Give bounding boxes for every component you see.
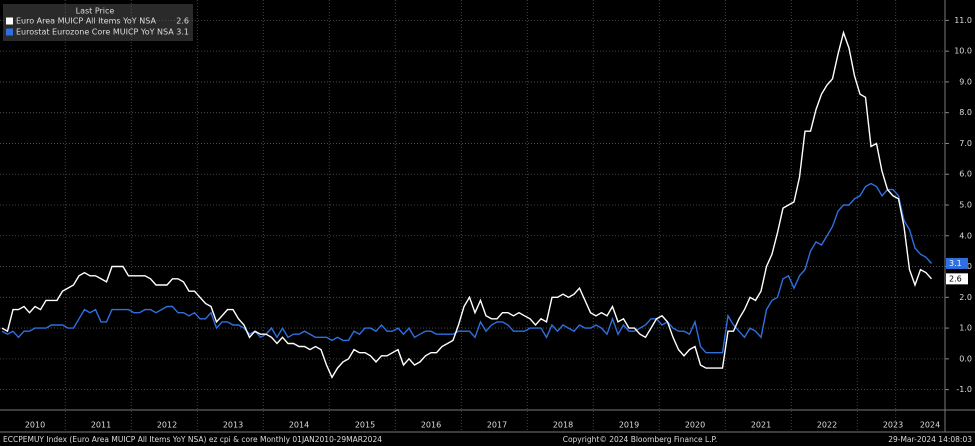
y-tick-label: 9.0 bbox=[959, 77, 972, 86]
last-value-tag bbox=[946, 257, 968, 269]
x-tick-label: 2011 bbox=[91, 421, 111, 430]
x-tick-label: 2023 bbox=[883, 421, 903, 430]
last-value-label: 2.6 bbox=[949, 274, 962, 283]
y-tick-label: 10.0 bbox=[954, 47, 972, 56]
x-tick-label: 2016 bbox=[421, 421, 441, 430]
x-tick-label: 2021 bbox=[751, 421, 771, 430]
series-line bbox=[1, 182, 933, 354]
legend-title: Last Price bbox=[76, 7, 115, 16]
y-tick-label: 2.0 bbox=[959, 293, 972, 302]
last-value-tag bbox=[946, 273, 968, 285]
x-tick-label: 2020 bbox=[685, 421, 705, 430]
x-tick-label: 2018 bbox=[553, 421, 573, 430]
y-tick-label: 1.0 bbox=[959, 324, 972, 333]
x-tick-label: 2014 bbox=[289, 421, 309, 430]
x-tick-label: 2015 bbox=[355, 421, 375, 430]
y-tick-label: -1.0 bbox=[956, 385, 972, 394]
y-tick-label: 8.0 bbox=[959, 108, 972, 117]
footer-source: ECCPEMUY Index (Euro Area MUICP All Item… bbox=[3, 435, 382, 444]
legend-box bbox=[3, 4, 193, 41]
x-tick-label: 2012 bbox=[157, 421, 177, 430]
legend-value: 3.1 bbox=[176, 28, 189, 37]
x-tick-label: 2019 bbox=[619, 421, 639, 430]
x-tick-label: 2024 bbox=[920, 421, 940, 430]
legend-label: Euro Area MUICP All Items YoY NSA bbox=[16, 17, 156, 26]
x-tick-label: 2013 bbox=[223, 421, 243, 430]
series-line bbox=[1, 30, 933, 379]
footer-copyright: Copyright© 2024 Bloomberg Finance L.P. bbox=[563, 435, 718, 444]
y-tick-label: 11.0 bbox=[954, 16, 972, 25]
y-tick-label: 0.0 bbox=[959, 354, 972, 363]
y-tick-label: 4.0 bbox=[959, 231, 972, 240]
x-tick-label: 2017 bbox=[487, 421, 507, 430]
legend-label: Eurostat Eurozone Core MUICP YoY NSA bbox=[16, 28, 174, 37]
legend-swatch bbox=[6, 17, 13, 25]
y-tick-label: 5.0 bbox=[959, 201, 972, 210]
x-tick-label: 2022 bbox=[817, 421, 837, 430]
legend-swatch bbox=[6, 28, 13, 36]
y-tick-label: 7.0 bbox=[959, 139, 972, 148]
y-tick-label: 6.0 bbox=[959, 170, 972, 179]
footer-timestamp: 29-Mar-2024 14:08:03 bbox=[888, 435, 972, 444]
legend-value: 2.6 bbox=[176, 17, 189, 26]
last-value-label: 3.1 bbox=[949, 259, 962, 268]
x-tick-label: 2010 bbox=[25, 421, 45, 430]
